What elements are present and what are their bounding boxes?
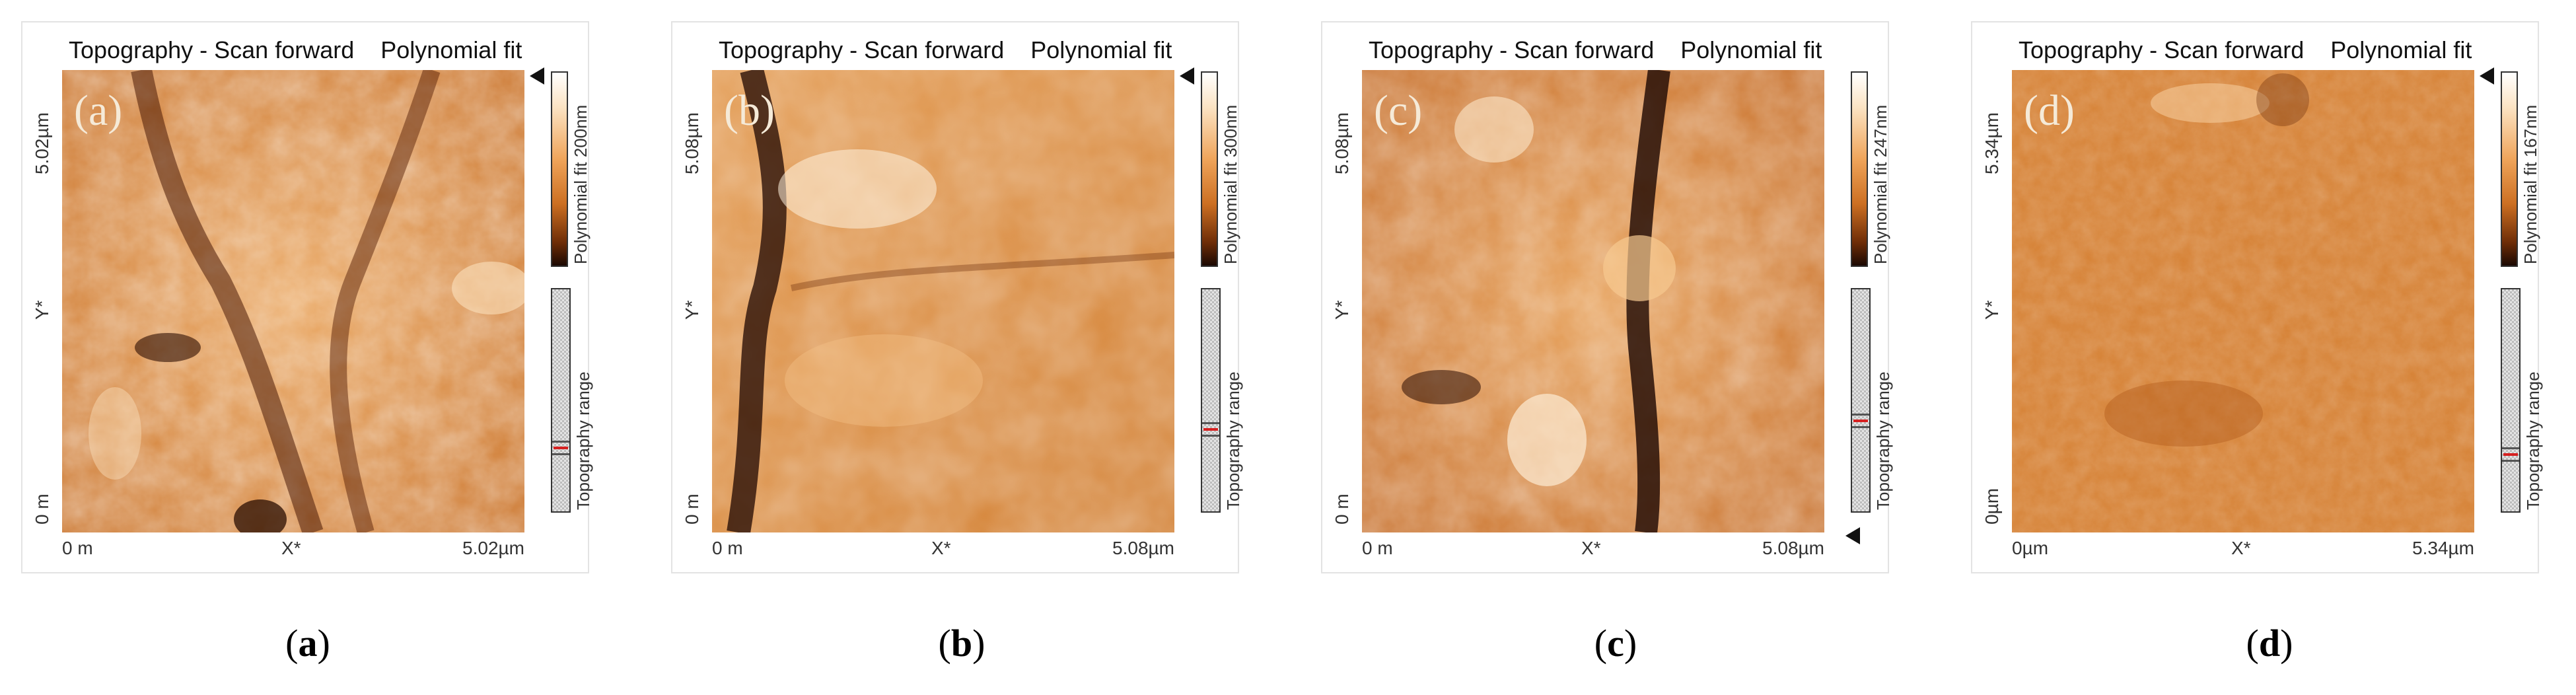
x-axis-label: X*	[2231, 538, 2251, 558]
afm-panel-c: Topography - Scan forward Polynomial fit…	[1321, 21, 1893, 573]
range-marker[interactable]	[2502, 447, 2519, 462]
caption-b: (b)	[896, 621, 1028, 665]
height-colorbar	[1851, 71, 1868, 267]
y-axis-min: 0µm	[1982, 488, 2002, 525]
afm-panel-d: Topography - Scan forward Polynomial fit…	[1971, 21, 2543, 573]
topography-range-bar[interactable]	[551, 288, 571, 513]
x-axis: 0 m X* 5.08µm	[712, 536, 1174, 563]
caption-a: (a)	[242, 621, 374, 665]
panel-title-fit: Polynomial fit	[1030, 36, 1172, 63]
x-axis-max: 5.34µm	[2412, 538, 2474, 558]
topography-range-bar[interactable]	[1201, 288, 1221, 513]
panel-sublabel: (d)	[2024, 87, 2075, 135]
panel-title: Topography - Scan forward Polynomial fit	[2019, 36, 2494, 65]
height-colorbar	[551, 71, 568, 267]
y-axis: 5.02µm Y* 0 m	[28, 69, 58, 531]
caption-letter: c	[1607, 622, 1624, 665]
triangle-marker-icon	[1845, 527, 1860, 544]
caption-close: )	[2280, 622, 2293, 665]
y-axis-label: Y*	[682, 300, 702, 320]
x-axis: 0 m X* 5.02µm	[62, 536, 524, 563]
height-colorbar	[1201, 71, 1218, 267]
y-axis: 5.08µm Y* 0 m	[1328, 69, 1358, 531]
y-axis-max: 5.34µm	[1982, 112, 2002, 174]
range-marker[interactable]	[552, 441, 569, 455]
panel-sublabel: (c)	[1374, 87, 1423, 135]
caption-open: (	[938, 622, 951, 665]
colorbar-label: Polynomial fit 300nm	[1221, 104, 1240, 264]
range-marker[interactable]	[1852, 414, 1869, 428]
x-axis: 0µm X* 5.34µm	[2012, 536, 2474, 563]
panel-sublabel: (a)	[74, 87, 123, 135]
caption-letter: a	[298, 622, 318, 665]
panel-title-mode: Topography - Scan forward	[1369, 36, 1655, 63]
x-axis-min: 0 m	[712, 538, 743, 558]
y-axis-label: Y*	[32, 300, 52, 320]
y-axis-label: Y*	[1982, 300, 2002, 320]
caption-letter: b	[950, 622, 973, 665]
range-label: Topography range	[2523, 371, 2543, 510]
panel-title: Topography - Scan forward Polynomial fit	[719, 36, 1194, 65]
afm-panel-a: Topography - Scan forward Polynomial fit…	[21, 21, 593, 573]
colorbar-label: Polynomial fit 247nm	[1871, 104, 1890, 264]
panel-title: Topography - Scan forward Polynomial fit	[69, 36, 544, 65]
triangle-marker-icon	[2480, 67, 2494, 85]
topography-range-bar[interactable]	[2501, 288, 2521, 513]
caption-open: (	[2246, 622, 2259, 665]
y-axis-min: 0 m	[682, 494, 702, 525]
y-axis-min: 0 m	[1332, 494, 1352, 525]
colorbar-label: Polynomial fit 167nm	[2521, 104, 2540, 264]
y-axis-label: Y*	[1332, 300, 1352, 320]
y-axis: 5.34µm Y* 0µm	[1978, 69, 2008, 531]
topography-image: (d)	[2012, 70, 2474, 532]
caption-close: )	[317, 622, 330, 665]
range-marker[interactable]	[1202, 422, 1219, 437]
panel-title-fit: Polynomial fit	[2330, 36, 2472, 63]
topography-image: (c)	[1362, 70, 1824, 532]
x-axis-max: 5.02µm	[462, 538, 524, 558]
caption-open: (	[1594, 622, 1608, 665]
colorbar-label: Polynomial fit 200nm	[571, 104, 590, 264]
caption-close: )	[972, 622, 985, 665]
panel-title-mode: Topography - Scan forward	[719, 36, 1005, 63]
x-axis-label: X*	[931, 538, 951, 558]
panel-title-mode: Topography - Scan forward	[2019, 36, 2305, 63]
caption-open: (	[285, 622, 299, 665]
y-axis: 5.08µm Y* 0 m	[678, 69, 708, 531]
y-axis-min: 0 m	[32, 494, 52, 525]
range-label: Topography range	[573, 371, 593, 510]
x-axis-min: 0 m	[1362, 538, 1393, 558]
caption-letter: d	[2258, 622, 2281, 665]
topography-image: (b)	[712, 70, 1174, 532]
range-label: Topography range	[1873, 371, 1893, 510]
topography-range-bar[interactable]	[1851, 288, 1871, 513]
panel-title-fit: Polynomial fit	[380, 36, 522, 63]
panel-title-mode: Topography - Scan forward	[69, 36, 355, 63]
topography-image: (a)	[62, 70, 524, 532]
triangle-marker-icon	[1180, 67, 1194, 85]
y-axis-max: 5.02µm	[32, 112, 52, 174]
height-colorbar	[2501, 71, 2518, 267]
y-axis-max: 5.08µm	[1332, 112, 1352, 174]
x-axis-max: 5.08µm	[1112, 538, 1174, 558]
triangle-marker-icon	[530, 67, 544, 85]
panel-title-fit: Polynomial fit	[1680, 36, 1822, 63]
x-axis-min: 0µm	[2012, 538, 2049, 558]
caption-c: (c)	[1550, 621, 1682, 665]
caption-close: )	[1624, 622, 1637, 665]
afm-panel-b: Topography - Scan forward Polynomial fit…	[671, 21, 1243, 573]
x-axis-min: 0 m	[62, 538, 93, 558]
x-axis-label: X*	[1581, 538, 1601, 558]
x-axis: 0 m X* 5.08µm	[1362, 536, 1824, 563]
caption-d: (d)	[2203, 621, 2336, 665]
x-axis-label: X*	[281, 538, 301, 558]
range-label: Topography range	[1223, 371, 1243, 510]
panel-title: Topography - Scan forward Polynomial fit	[1369, 36, 1844, 65]
y-axis-max: 5.08µm	[682, 112, 702, 174]
panel-sublabel: (b)	[724, 87, 775, 135]
x-axis-max: 5.08µm	[1762, 538, 1824, 558]
